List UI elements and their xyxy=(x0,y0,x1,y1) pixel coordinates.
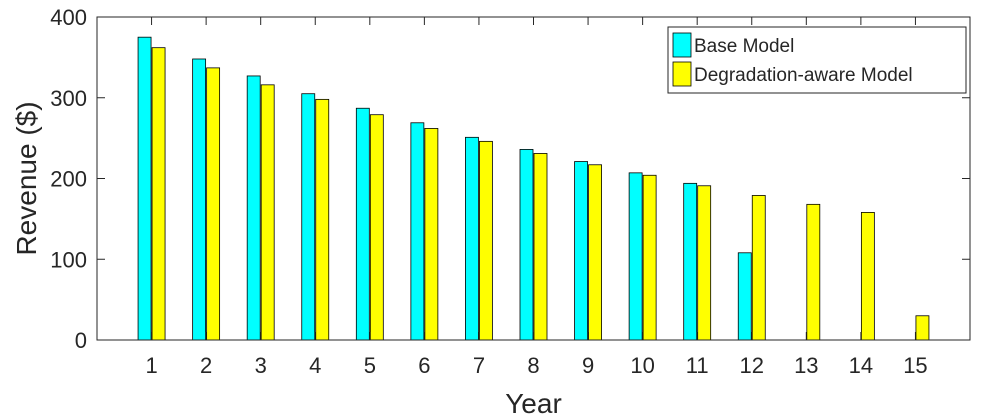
bar-degradation-2 xyxy=(206,67,221,341)
bar-degradation-12 xyxy=(751,195,766,341)
legend-swatch-base xyxy=(672,32,692,58)
x-tick-label-10: 10 xyxy=(630,353,654,378)
legend-label-degradation: Degradation-aware Model xyxy=(694,65,913,86)
bar-degradation-14 xyxy=(860,212,875,341)
y-tick-label-400: 400 xyxy=(50,5,87,30)
x-tick-label-14: 14 xyxy=(849,353,873,378)
bar-degradation-7 xyxy=(479,140,493,341)
legend-box xyxy=(667,26,967,94)
x-tick-label-5: 5 xyxy=(364,353,376,378)
x-tick-label-2: 2 xyxy=(200,353,212,378)
y-tick-label-0: 0 xyxy=(75,328,87,353)
bar-degradation-10 xyxy=(642,174,657,341)
x-tick-label-15: 15 xyxy=(903,353,927,378)
bar-degradation-4 xyxy=(315,98,330,341)
bar-base-2 xyxy=(192,58,207,341)
bar-base-1 xyxy=(137,36,152,341)
x-tick-label-13: 13 xyxy=(794,353,818,378)
y-tick-label-100: 100 xyxy=(50,247,87,272)
bar-base-5 xyxy=(355,107,370,341)
x-axis-title: Year xyxy=(505,388,562,419)
bar-degradation-9 xyxy=(588,164,602,341)
x-tick-label-7: 7 xyxy=(473,353,485,378)
bar-base-4 xyxy=(301,93,316,341)
x-tick-label-12: 12 xyxy=(740,353,764,378)
x-tick-label-9: 9 xyxy=(582,353,594,378)
x-tick-label-8: 8 xyxy=(527,353,539,378)
bar-degradation-5 xyxy=(369,114,384,341)
bar-base-11 xyxy=(683,182,698,341)
bar-base-9 xyxy=(574,161,588,341)
bar-degradation-13 xyxy=(806,203,821,341)
x-tick-label-6: 6 xyxy=(418,353,430,378)
y-axis-title: Revenue ($) xyxy=(11,101,42,255)
bar-base-6 xyxy=(410,122,425,341)
x-tick-label-4: 4 xyxy=(309,353,321,378)
y-tick-label-200: 200 xyxy=(50,167,87,192)
bar-degradation-15 xyxy=(915,315,930,341)
bar-base-8 xyxy=(519,149,534,341)
bar-degradation-3 xyxy=(260,84,275,341)
x-tick-label-11: 11 xyxy=(686,353,709,378)
bar-base-7 xyxy=(465,136,479,341)
legend-label-base: Base Model xyxy=(694,36,794,57)
bar-base-3 xyxy=(246,75,261,341)
bar-degradation-6 xyxy=(424,128,439,341)
bar-degradation-8 xyxy=(533,153,548,341)
y-tick-label-300: 300 xyxy=(50,86,87,111)
bar-base-12 xyxy=(737,252,752,341)
x-tick-label-1: 1 xyxy=(145,353,157,378)
bar-degradation-1 xyxy=(151,47,166,341)
bar-base-10 xyxy=(628,172,643,341)
x-tick-label-3: 3 xyxy=(255,353,267,378)
bar-degradation-11 xyxy=(697,185,712,341)
legend-swatch-degradation xyxy=(672,61,692,87)
